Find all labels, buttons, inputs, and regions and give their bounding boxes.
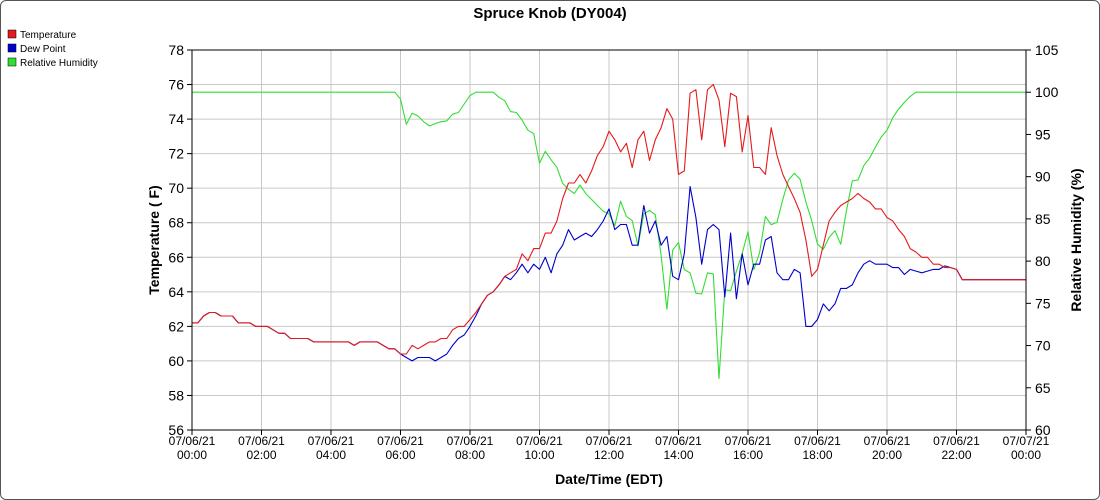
- x-tick-label-date: 07/06/21: [238, 434, 285, 448]
- x-tick-label-date: 07/06/21: [933, 434, 980, 448]
- y-axis-right-ticks: 60 65 70 75 80 85 90 95 100 105: [1026, 42, 1059, 438]
- x-tick-label-date: 07/06/21: [447, 434, 494, 448]
- x-tick-label-time: 12:00: [594, 448, 624, 462]
- x-tick-label-time: 14:00: [663, 448, 693, 462]
- y-tick-label-right: 90: [1035, 169, 1051, 185]
- x-tick-label-time: 06:00: [385, 448, 415, 462]
- y-tick-label-left: 58: [168, 387, 184, 403]
- y-tick-label-right: 100: [1035, 84, 1059, 100]
- x-tick-label-date: 07/06/21: [308, 434, 355, 448]
- y-tick-label-right: 105: [1035, 42, 1059, 58]
- x-axis-ticks: 07/06/2100:0007/06/2102:0007/06/2104:000…: [169, 430, 1050, 462]
- x-tick-label-date: 07/07/21: [1003, 434, 1050, 448]
- y-tick-label-right: 60: [1035, 422, 1051, 438]
- y-tick-label-left: 70: [168, 180, 184, 196]
- x-tick-label-time: 18:00: [802, 448, 832, 462]
- y-tick-label-left: 68: [168, 215, 184, 231]
- y-tick-label-left: 62: [168, 318, 184, 334]
- legend-label-dew-point: Dew Point: [20, 44, 66, 55]
- y-axis-left-ticks: 56 58 60 62 64 66 68 70 72 74 76 78: [168, 42, 192, 438]
- x-tick-label-date: 07/06/21: [725, 434, 772, 448]
- y-tick-label-left: 74: [168, 111, 184, 127]
- y-tick-label-right: 70: [1035, 338, 1051, 354]
- legend-label-temperature: Temperature: [20, 30, 77, 41]
- y-tick-label-left: 72: [168, 146, 184, 162]
- x-tick-label-date: 07/06/21: [169, 434, 216, 448]
- x-tick-label-time: 10:00: [524, 448, 554, 462]
- legend-item-dew-point: Dew Point: [7, 43, 66, 55]
- x-tick-label-time: 02:00: [246, 448, 276, 462]
- legend-label-relative-humidity: Relative Humidity: [20, 58, 98, 69]
- y-tick-label-left: 76: [168, 77, 184, 93]
- y-tick-label-right: 75: [1035, 295, 1051, 311]
- y-tick-label-left: 60: [168, 353, 184, 369]
- y-tick-label-right: 85: [1035, 211, 1051, 227]
- x-tick-label-date: 07/06/21: [864, 434, 911, 448]
- plot-area: [191, 49, 1027, 431]
- x-axis-label: Date/Time (EDT): [555, 471, 663, 487]
- chart-title: Spruce Knob (DY004): [473, 5, 626, 22]
- series-line-temperature: [192, 83, 1026, 355]
- legend-item-temperature: Temperature: [7, 29, 77, 41]
- x-tick-label-date: 07/06/21: [377, 434, 424, 448]
- legend-swatch-dew-point: [7, 43, 17, 53]
- y-tick-label-left: 64: [168, 284, 184, 300]
- y-tick-label-left: 56: [168, 422, 184, 438]
- x-tick-label-date: 07/06/21: [516, 434, 563, 448]
- series-layer: [192, 83, 1026, 380]
- x-tick-label-time: 16:00: [733, 448, 763, 462]
- legend: Temperature Dew Point Relative Humidity: [7, 29, 98, 69]
- x-tick-label-date: 07/06/21: [655, 434, 702, 448]
- y-tick-label-right: 80: [1035, 253, 1051, 269]
- y-tick-label-right: 65: [1035, 380, 1051, 396]
- x-tick-label-time: 04:00: [316, 448, 346, 462]
- x-tick-label-date: 07/06/21: [586, 434, 633, 448]
- legend-swatch-temperature: [7, 29, 17, 39]
- x-tick-label-time: 20:00: [872, 448, 902, 462]
- x-tick-label-time: 00:00: [1011, 448, 1041, 462]
- y-tick-label-right: 95: [1035, 126, 1051, 142]
- x-tick-label-time: 00:00: [177, 448, 207, 462]
- legend-item-relative-humidity: Relative Humidity: [7, 57, 98, 69]
- series-line-relative-humidity: [192, 91, 1026, 380]
- y-axis-left-label: Temperature ( F): [146, 185, 162, 294]
- y-axis-right-label: Relative Humidity (%): [1068, 168, 1084, 311]
- y-tick-label-left: 78: [168, 42, 184, 58]
- y-tick-label-left: 66: [168, 249, 184, 265]
- x-tick-label-time: 08:00: [455, 448, 485, 462]
- x-tick-label-time: 22:00: [941, 448, 971, 462]
- legend-swatch-relative-humidity: [7, 57, 17, 67]
- x-tick-label-date: 07/06/21: [794, 434, 841, 448]
